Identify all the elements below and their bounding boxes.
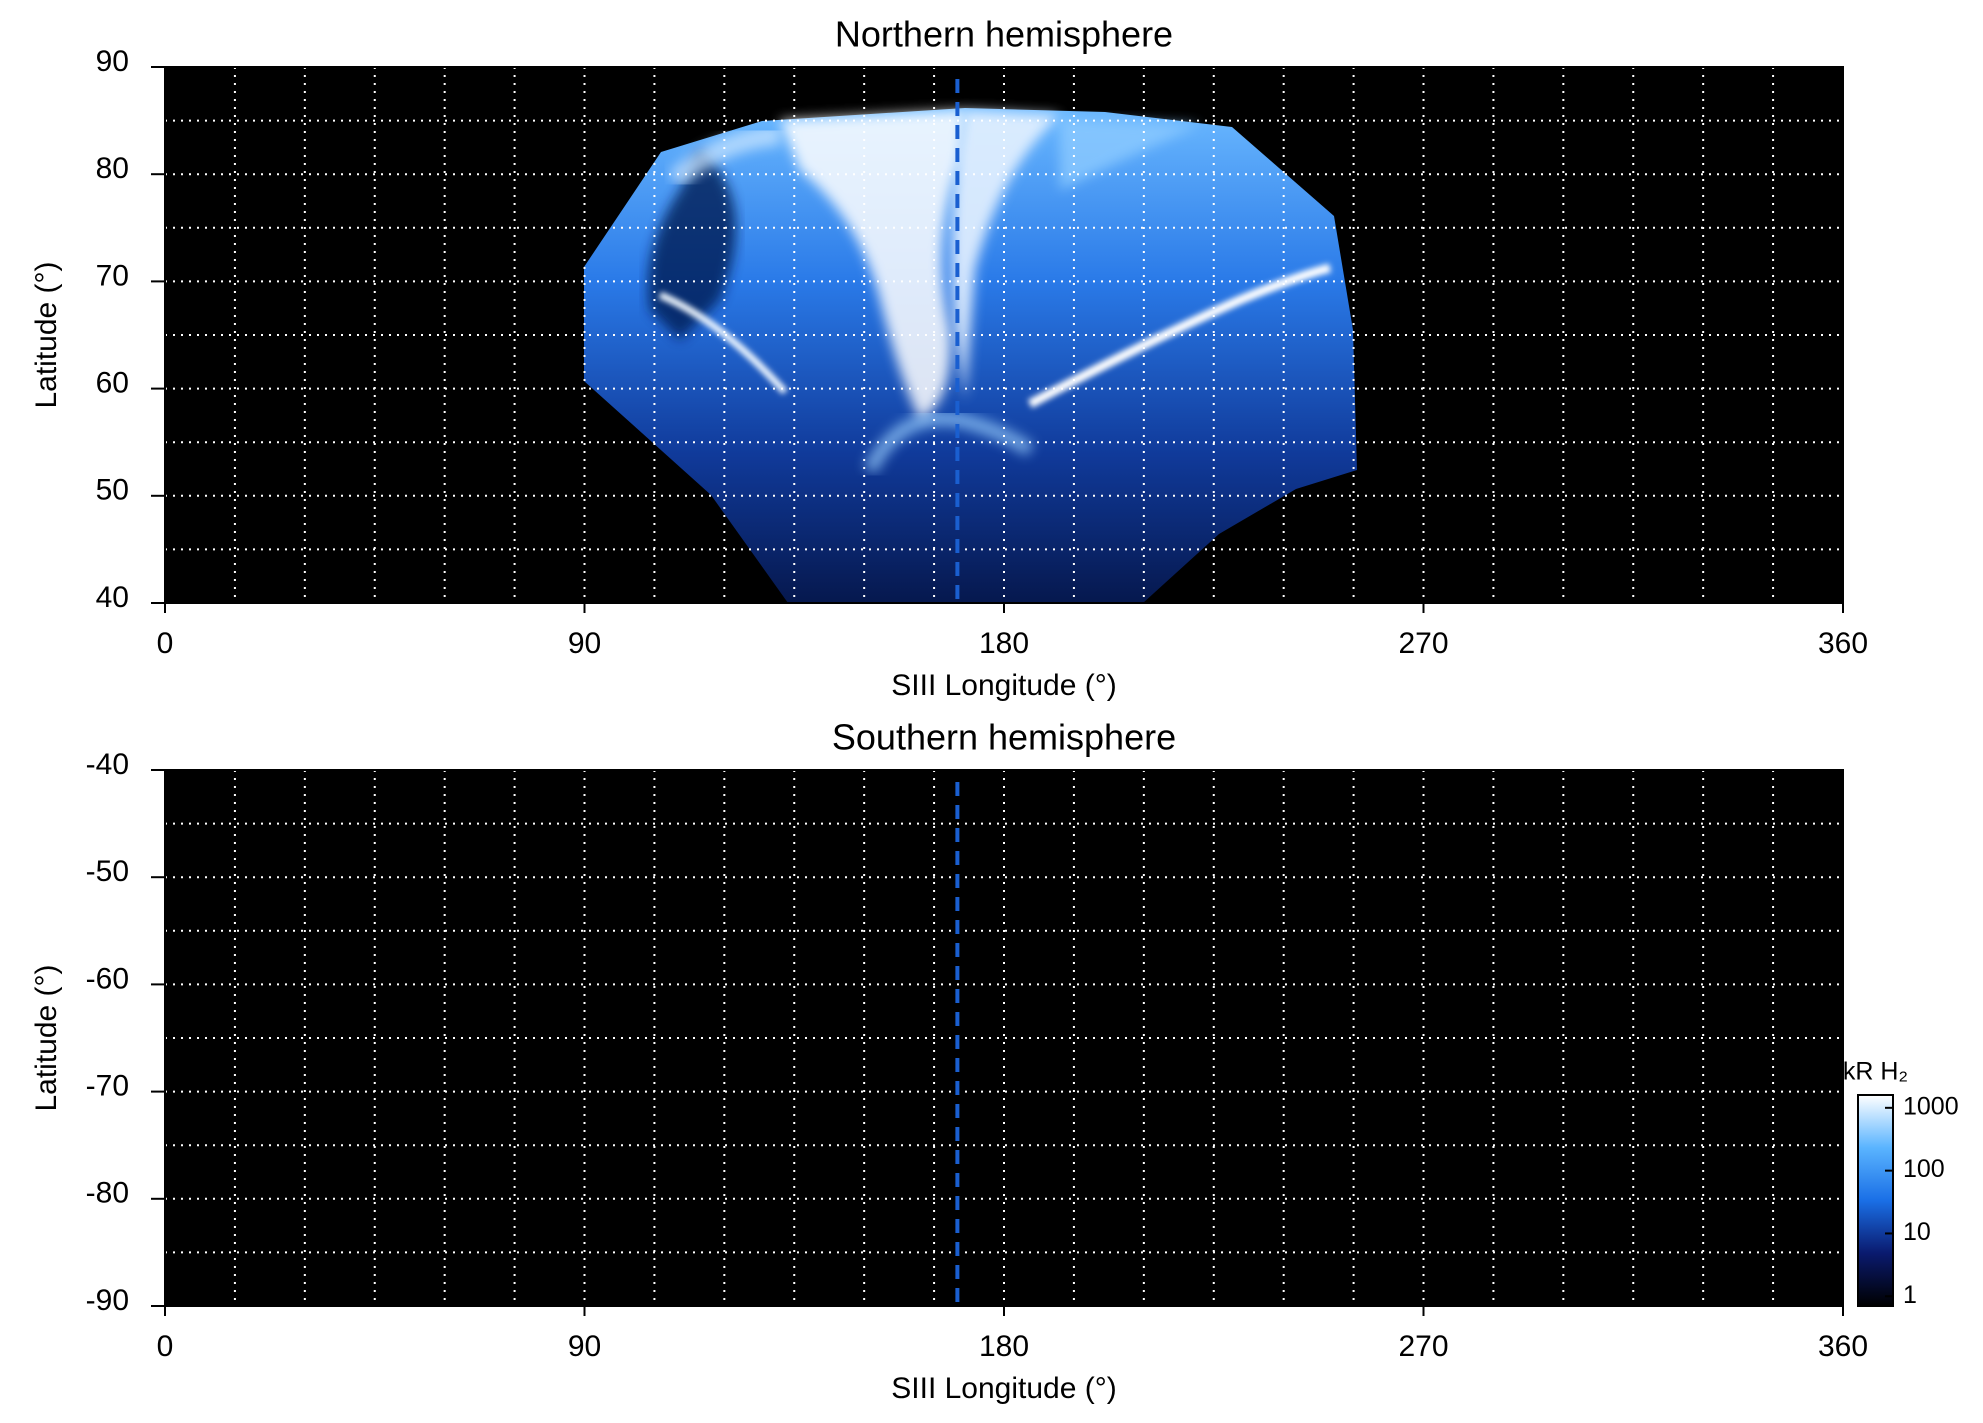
x-tick-label: 270 [1398,627,1448,660]
plot-frame [164,769,1844,1307]
colorbar [1857,1094,1894,1307]
y-tick-label: -50 [86,855,129,888]
y-tick-label: 80 [96,152,129,185]
x-tick-label: 0 [157,627,174,660]
colorbar-tick-label: 1000 [1903,1092,1959,1120]
y-tick-label: 90 [96,45,129,78]
x-axis-title: SIII Longitude (°) [891,669,1116,702]
y-tick-label: 70 [96,259,129,292]
x-tick-label: 180 [979,627,1029,660]
colorbar-label: kR H₂ [1843,1058,1908,1086]
chart-title: Northern hemisphere [835,14,1173,55]
y-tick-label: -70 [86,1070,129,1103]
y-tick-label: 50 [96,474,129,507]
y-tick-label: 40 [96,581,129,614]
colorbar-tick-label: 1 [1903,1281,1917,1309]
x-tick-label: 360 [1818,627,1868,660]
plot-frame [164,66,1844,604]
x-tick-label: 90 [568,1330,601,1363]
y-axis-title: Latitude (°) [30,964,63,1111]
plot-overlays: 0 90 180 270 360 40 50 60 70 80 90 Northern hemisph… [30,14,1959,1405]
x-tick-label: 0 [157,1330,174,1363]
x-tick-label: 270 [1398,1330,1448,1363]
x-axis-title: SIII Longitude (°) [891,1372,1116,1405]
x-tick-label: 360 [1818,1330,1868,1363]
y-tick-label: -80 [86,1177,129,1210]
y-tick-label: -60 [86,962,129,995]
x-tick-label: 90 [568,627,601,660]
chart-title: Southern hemisphere [832,717,1176,758]
colorbar-tick-label: 100 [1903,1155,1945,1183]
y-tick-label: -90 [86,1284,129,1317]
y-tick-label: -40 [86,748,129,781]
y-axis-title: Latitude (°) [30,261,63,408]
x-tick-label: 180 [979,1330,1029,1363]
y-tick-label: 60 [96,367,129,400]
colorbar-tick-label: 10 [1903,1218,1931,1246]
